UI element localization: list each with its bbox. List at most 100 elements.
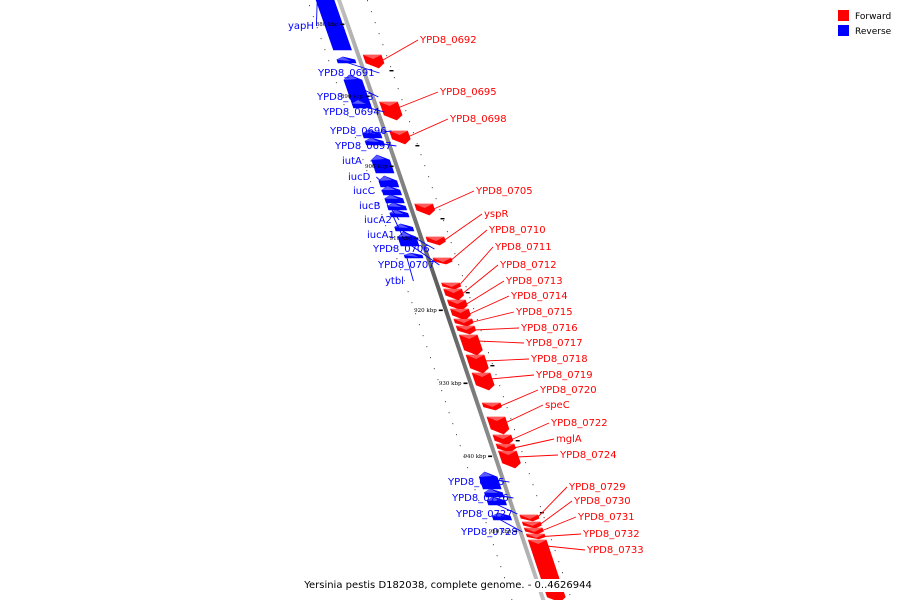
gene-label-iuca2[interactable]: iucA2 <box>364 215 392 226</box>
gene-feature-ypd8-0694[interactable] <box>351 99 373 109</box>
gene-feature-ypd8-0719[interactable] <box>471 372 495 391</box>
gene-label-ypd8-0727[interactable]: YPD8_0727 <box>455 509 513 520</box>
gene-feature-ypd8-0718[interactable] <box>465 354 489 374</box>
gene-label-ypd8-0706[interactable]: YPD8_0706 <box>372 244 430 255</box>
gene-feature-ypd8-0717[interactable] <box>458 334 483 356</box>
gene-label-ypd8-0717[interactable]: YPD8_0717 <box>525 338 583 349</box>
gene-feature-ypd8-0716[interactable] <box>455 325 477 335</box>
gene-feature-ytbl[interactable] <box>403 252 424 259</box>
gene-label-yaph[interactable]: yapH <box>288 21 314 32</box>
gene-label-ypd8-0720[interactable]: YPD8_0720 <box>539 385 597 396</box>
gene-feature-ypd8-0730[interactable] <box>521 521 542 529</box>
gene-feature-shade <box>443 289 462 293</box>
reverse-guide-dot <box>467 467 469 469</box>
gene-feature-iucb[interactable] <box>384 194 405 204</box>
gene-feature-ypd8-0695[interactable] <box>379 101 403 121</box>
gene-feature-ypd8-0693[interactable] <box>343 74 372 106</box>
gene-label-ypd8-0728[interactable]: YPD8_0728 <box>460 527 518 538</box>
gene-label-ypd8-0731[interactable]: YPD8_0731 <box>577 512 635 523</box>
forward-guide-dot <box>374 22 376 24</box>
reverse-guide-dot <box>433 368 435 370</box>
gene-label-ypd8-0724[interactable]: YPD8_0724 <box>559 450 617 461</box>
gene-feature-ypd8-0712[interactable] <box>443 288 465 301</box>
gene-feature-shade <box>492 513 507 517</box>
gene-feature-spec[interactable] <box>486 416 510 435</box>
gene-label-iucb[interactable]: iucB <box>359 201 381 212</box>
gene-label-ypd8-0692[interactable]: YPD8_0692 <box>419 35 477 46</box>
reverse-guide-dot <box>339 93 341 95</box>
gene-label-ypd8-0733[interactable]: YPD8_0733 <box>586 545 644 556</box>
gene-feature-ypd8-0727[interactable] <box>486 496 508 506</box>
gene-feature-shade <box>433 258 452 262</box>
gene-label-ypd8-0705[interactable]: YPD8_0705 <box>475 186 533 197</box>
gene-label-ypd8-0698[interactable]: YPD8_0698 <box>449 114 507 125</box>
gene-feature-ypd8-0724[interactable] <box>497 450 521 469</box>
gene-feature-shade <box>441 283 460 287</box>
gene-label-ypd8-0714[interactable]: YPD8_0714 <box>510 291 568 302</box>
gene-connector-mgla <box>513 438 555 449</box>
gene-label-ypd8-0716[interactable]: YPD8_0716 <box>520 323 578 334</box>
gene-connector-ypd8-0692 <box>381 39 419 62</box>
gene-feature-ypd8-0692[interactable] <box>362 54 385 69</box>
gene-feature-ypd8-0731[interactable] <box>523 527 544 535</box>
gene-connector-ypd8-0698 <box>407 118 449 138</box>
gene-feature-iucc[interactable] <box>381 185 403 196</box>
reverse-guide-dot <box>324 49 326 51</box>
gene-feature-iuca1[interactable] <box>389 209 410 218</box>
gene-label-spec[interactable]: speC <box>545 400 570 411</box>
gene-feature-iucd[interactable] <box>378 175 400 188</box>
gene-label-iucc[interactable]: iucC <box>353 186 375 197</box>
gene-feature-mgla[interactable] <box>495 443 516 453</box>
gene-label-ypd8-0726[interactable]: YPD8_0726 <box>451 493 509 504</box>
gene-label-ypd8-0693[interactable]: YPD8_0693 <box>316 92 374 103</box>
gene-label-ypd8-0732[interactable]: YPD8_0732 <box>582 529 640 540</box>
gene-feature-ypd8-0732[interactable] <box>525 533 546 540</box>
gene-feature-ypd8-0707[interactable] <box>397 231 420 247</box>
gene-feature-shade <box>389 210 404 214</box>
gene-label-ypd8-0715[interactable]: YPD8_0715 <box>515 307 573 318</box>
gene-feature-ypd8-0713[interactable] <box>446 299 468 311</box>
gene-feature-yspr[interactable] <box>425 236 446 246</box>
gene-label-ypd8-0711[interactable]: YPD8_0711 <box>494 242 552 253</box>
gene-label-ypd8-0696[interactable]: YPD8_0696 <box>329 126 387 137</box>
gene-feature-ypd8-0720[interactable] <box>481 402 502 411</box>
gene-label-iuca1[interactable]: iucA1 <box>367 230 395 241</box>
gene-label-ytbl[interactable]: ytbl <box>385 276 404 287</box>
reverse-guide-dot <box>441 390 443 392</box>
gene-feature-ypd8-0722[interactable] <box>492 434 514 446</box>
kbp-tick-mark <box>389 165 394 168</box>
gene-label-ypd8-0718[interactable]: YPD8_0718 <box>530 354 588 365</box>
gene-label-ypd8-0695[interactable]: YPD8_0695 <box>439 87 497 98</box>
gene-feature-shade <box>343 75 358 80</box>
gene-connector-ypd8-0724 <box>516 454 559 458</box>
gene-feature-ypd8-0698[interactable] <box>389 130 411 145</box>
gene-label-iuta[interactable]: iutA <box>342 156 362 167</box>
gene-feature-ypd8-0729[interactable] <box>519 514 540 522</box>
gene-label-ypd8-0697[interactable]: YPD8_0697 <box>334 141 392 152</box>
gene-label-mgla[interactable]: mglA <box>556 434 582 445</box>
gene-label-ypd8-0694[interactable]: YPD8_0694 <box>322 107 380 118</box>
gene-label-ypd8-0719[interactable]: YPD8_0719 <box>535 370 593 381</box>
kbp-tick-label: 950 kbp <box>489 529 512 535</box>
gene-label-ypd8-0722[interactable]: YPD8_0722 <box>550 418 608 429</box>
gene-feature-ypd8-0714[interactable] <box>450 308 471 321</box>
gene-label-iucd[interactable]: iucD <box>348 172 371 183</box>
gene-label-ypd8-0729[interactable]: YPD8_0729 <box>568 482 626 493</box>
gene-feature-ypd8-0705[interactable] <box>414 203 436 216</box>
gene-label-ypd8-0725[interactable]: YPD8_0725 <box>447 477 505 488</box>
gene-feature-ypd8-0725[interactable] <box>478 471 502 490</box>
gene-feature-ypd8-0691[interactable] <box>336 56 357 64</box>
gene-label-ypd8-0713[interactable]: YPD8_0713 <box>505 276 563 287</box>
gene-label-ypd8-0730[interactable]: YPD8_0730 <box>573 496 631 507</box>
gene-label-ypd8-0710[interactable]: YPD8_0710 <box>488 225 546 236</box>
gene-label-yspr[interactable]: yspR <box>484 209 508 220</box>
gene-label-ypd8-0712[interactable]: YPD8_0712 <box>499 260 557 271</box>
gene-label-ypd8-0707[interactable]: YPD8_0707 <box>377 260 435 271</box>
reverse-guide-dot <box>358 148 360 150</box>
gene-feature-ypd8-0711[interactable] <box>441 282 462 290</box>
reverse-guide-dot <box>354 137 356 139</box>
gene-feature-ypd8-0696[interactable] <box>362 129 383 139</box>
gene-feature-ypd8-0715[interactable] <box>453 318 474 327</box>
gene-feature-iuca2[interactable] <box>387 202 408 211</box>
gene-label-ypd8-0691[interactable]: YPD8_0691 <box>317 68 375 79</box>
